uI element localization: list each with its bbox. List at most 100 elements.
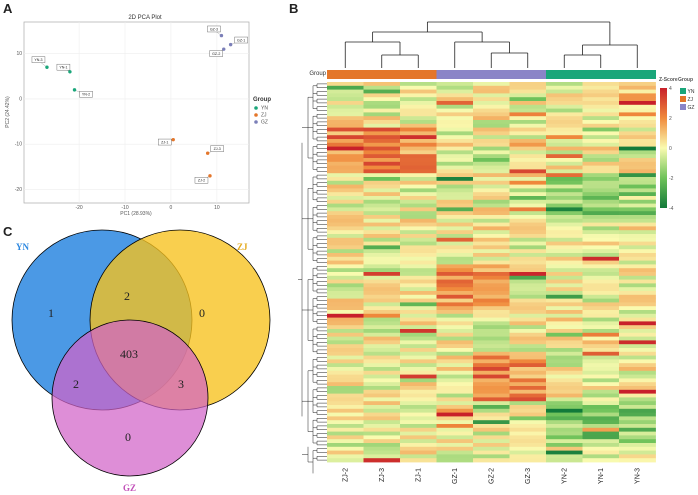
heatmap-cell [436,82,474,87]
heatmap-cell [582,135,620,140]
heatmap-cell [509,370,547,375]
heatmap-cell [546,283,583,288]
heatmap-cell [546,249,583,254]
heatmap-cell [327,85,364,90]
column-dendrogram [344,21,638,68]
heatmap-cell [546,89,583,94]
heatmap-cell [327,348,364,353]
heatmap-cell [400,82,437,87]
heatmap-cell [546,203,583,208]
group-bar-cell-gz [436,70,474,79]
heatmap-cell [619,382,656,387]
heatmap-cell [363,416,401,421]
heatmap-cell [400,275,437,280]
heatmap-cell [619,450,656,455]
heatmap-cell [363,435,401,440]
heatmap-cell [400,253,437,258]
heatmap-cell [363,313,401,318]
pca-plot-frame [23,21,250,204]
heatmap-cell [509,192,547,197]
heatmap-cell [363,89,401,94]
heatmap-cell [400,127,437,132]
heatmap-cell [546,207,583,212]
pca-legend-label: GZ [261,120,268,126]
group-bar-cell-zj [363,70,401,79]
heatmap-cell [619,329,656,334]
heatmap-cell [546,359,583,364]
heatmap-cell [509,211,547,216]
heatmap-cell [546,150,583,155]
heatmap-cell [619,287,656,292]
pca-y-tick-label: 10 [16,51,22,57]
heatmap-cell [509,298,547,303]
heatmap-cell [509,131,547,136]
heatmap-cell [327,158,364,163]
heatmap-cell [546,389,583,394]
heatmap-cell [509,135,547,140]
heatmap-cell [546,272,583,277]
heatmap-cell [400,169,437,174]
heatmap-cell [619,184,656,189]
heatmap-cell [473,291,510,296]
heatmap-cell [363,150,401,155]
heatmap-cell [363,207,401,212]
heatmap-cell [436,215,474,220]
heatmap-cell [400,405,437,410]
heatmap-cell [327,405,364,410]
heatmap-cell [619,446,656,451]
heatmap-cell [619,310,656,315]
heatmap-cell [473,450,510,455]
heatmap-cell [546,253,583,258]
heatmap-cell [363,275,401,280]
venn-label-zj: ZJ [237,242,248,252]
heatmap-cell [436,139,474,144]
heatmap-cell [619,275,656,280]
heatmap-cell [436,454,474,459]
heatmap-cell [619,256,656,261]
heatmap-cell [619,355,656,360]
heatmap-cell [509,397,547,402]
heatmap-cell [363,367,401,372]
heatmap-cell [473,249,510,254]
heatmap-cell [400,332,437,337]
heatmap-cell [327,146,364,151]
heatmap-cell [582,325,620,330]
heatmap-cell [363,321,401,326]
heatmap-cell [619,313,656,318]
heatmap-cell [327,211,364,216]
heatmap-cell [619,211,656,216]
pca-point-zj [208,174,212,178]
heatmap-cell [509,291,547,296]
heatmap-cell [582,112,620,117]
heatmap-cell [327,131,364,136]
heatmap-cell [473,260,510,265]
heatmap-cell [400,192,437,197]
heatmap-cell [400,458,437,463]
heatmap-cell [363,173,401,178]
heatmap-cell [436,336,474,341]
heatmap-cell [363,146,401,151]
heatmap-cell [436,89,474,94]
heatmap-cell [619,177,656,182]
heatmap-cell [363,184,401,189]
heatmap-cell [436,203,474,208]
heatmap-cell [400,287,437,292]
heatmap-cell [619,412,656,417]
heatmap-cell [400,222,437,227]
heatmap-cell [546,85,583,90]
column-labels: ZJ-2 ZJ-3 ZJ-1 GZ-1 GZ-2 GZ-3 YN-2 YN-1 YN-3 [342,468,641,484]
heatmap-cell [619,389,656,394]
heatmap-cell [436,85,474,90]
heatmap-cell [509,450,547,455]
heatmap-cell [473,207,510,212]
heatmap-cell [327,199,364,204]
heatmap-cell [400,401,437,406]
heatmap-cell [363,104,401,109]
pca-legend-swatch-yn [254,106,258,110]
heatmap-cell [327,241,364,246]
heatmap-cell [327,351,364,356]
heatmap-cell [619,332,656,337]
heatmap-cell [327,222,364,227]
heatmap-cell [619,85,656,90]
heatmap-cell [546,188,583,193]
